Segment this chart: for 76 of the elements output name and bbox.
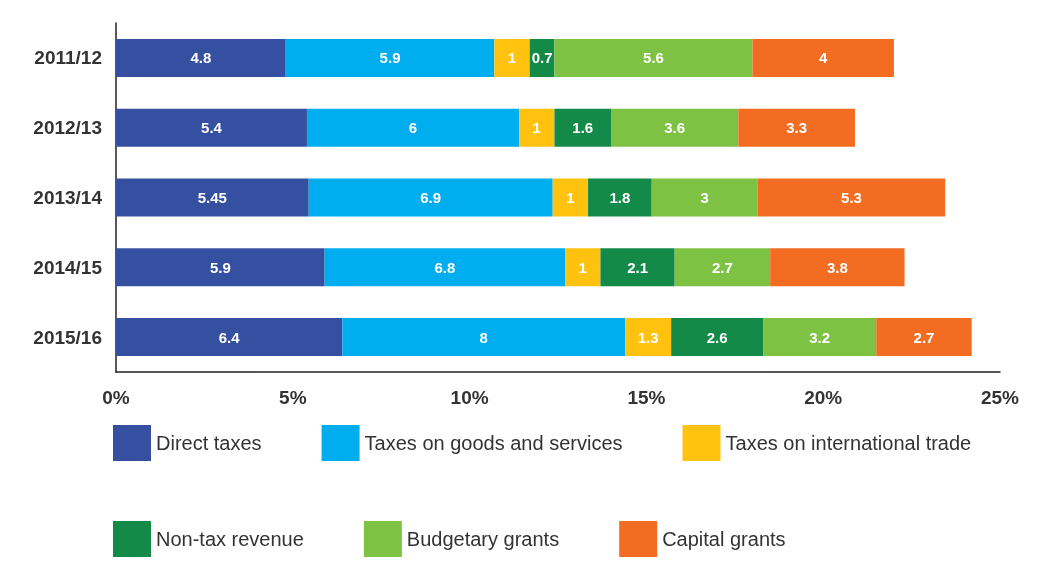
legend-label: Budgetary grants — [406, 528, 560, 550]
data-label: 5.3 — [841, 189, 862, 206]
bar — [651, 178, 758, 217]
data-label: 3.8 — [826, 258, 848, 276]
x-tick-label: 5% — [279, 387, 307, 408]
data-label: 5.45 — [197, 189, 227, 206]
bar — [308, 178, 553, 217]
data-label: 1 — [566, 189, 575, 206]
bar — [116, 178, 309, 217]
legend-label: Direct taxes — [156, 432, 262, 454]
data-label: 3.3 — [786, 119, 808, 137]
legend-label: Non-tax revenue — [156, 528, 304, 550]
data-label: 4 — [819, 49, 829, 67]
bar — [116, 38, 286, 77]
bar — [306, 108, 520, 147]
bar — [116, 318, 343, 357]
bar — [554, 38, 753, 77]
data-label: 2.7 — [711, 258, 733, 276]
data-label: 2.6 — [706, 328, 728, 346]
bar — [671, 318, 764, 357]
x-tick-label: 0% — [102, 387, 130, 408]
bar — [285, 38, 495, 77]
bar — [494, 38, 530, 77]
x-tick-label: 20% — [804, 387, 843, 408]
data-label: 6.9 — [420, 189, 442, 206]
x-tick-label: 15% — [627, 387, 666, 408]
bar — [674, 248, 771, 287]
bar — [565, 248, 601, 287]
data-label: 1 — [578, 258, 587, 276]
bar — [770, 248, 905, 287]
data-label: 5.6 — [643, 49, 664, 67]
bar — [738, 108, 856, 147]
bar — [600, 248, 675, 287]
data-label: 4.8 — [190, 49, 212, 67]
y-tick-label: 2011/12 — [34, 47, 102, 69]
legend-label: Taxes on international trade — [725, 432, 972, 454]
data-label: 0.7 — [531, 49, 553, 67]
bar — [519, 108, 555, 147]
data-label: 3.2 — [809, 328, 831, 346]
legend-label: Capital grants — [662, 528, 786, 550]
y-tick-label: 2014/15 — [33, 256, 103, 278]
y-tick-label: 2015/16 — [33, 326, 102, 348]
data-label: 3 — [700, 189, 709, 206]
data-label: 2.1 — [627, 258, 648, 276]
data-label: 5.9 — [209, 258, 231, 276]
bar — [324, 248, 566, 287]
bar — [552, 178, 589, 217]
data-label: 5.9 — [379, 49, 401, 67]
data-label: 1.8 — [609, 189, 631, 206]
data-label: 6.8 — [434, 258, 456, 276]
y-tick-label: 2013/14 — [33, 187, 103, 208]
bar — [116, 108, 307, 147]
y-tick-label: 2012/13 — [33, 117, 102, 139]
data-label: 3.6 — [664, 119, 686, 137]
bar — [876, 318, 972, 357]
data-label: 6.4 — [218, 328, 241, 346]
data-label: 1 — [532, 119, 541, 137]
data-label: 8 — [479, 328, 488, 346]
bar — [757, 178, 946, 217]
data-label: 5.4 — [201, 119, 223, 137]
bar — [342, 318, 626, 357]
bar — [116, 248, 325, 287]
data-label: 1 — [507, 49, 517, 67]
data-label: 2.7 — [913, 328, 935, 346]
bar — [554, 108, 612, 147]
data-label: 1.3 — [637, 328, 659, 346]
data-label: 6 — [408, 119, 418, 137]
x-tick-label: 10% — [450, 387, 489, 408]
bar — [588, 178, 652, 217]
bar — [625, 318, 672, 357]
bar — [752, 38, 894, 77]
x-tick-label: 25% — [980, 387, 1020, 408]
data-label: 1.6 — [572, 119, 594, 137]
bar — [763, 318, 877, 357]
legend-label: Taxes on goods and services — [364, 432, 623, 454]
bar — [611, 108, 739, 147]
